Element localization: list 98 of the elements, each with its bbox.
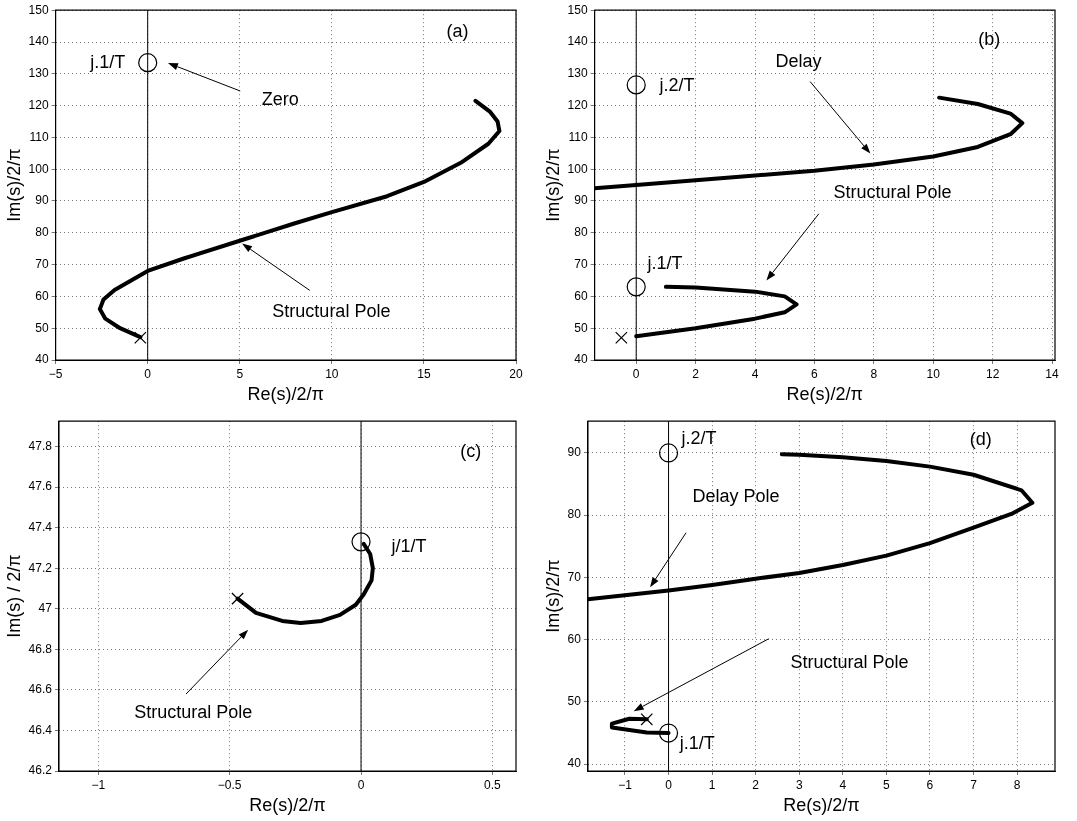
y-tick-label: 60 xyxy=(35,288,49,303)
x-tick-label: −0.5 xyxy=(217,777,242,792)
x-axis-title: Re(s)/2/π xyxy=(783,795,860,816)
y-tick-label: 150 xyxy=(567,2,588,17)
y-tick-label: 70 xyxy=(35,256,49,271)
x-tick-label: 8 xyxy=(870,366,878,381)
y-tick-label: 47.6 xyxy=(28,479,53,494)
x-tick-label: 15 xyxy=(417,366,431,381)
annotation: j.1/T xyxy=(678,733,715,754)
y-tick-label: 70 xyxy=(574,256,588,271)
y-tick-label: 40 xyxy=(574,352,588,367)
y-tick-label: 60 xyxy=(574,288,588,303)
y-axis-title: Im(s)/2/π xyxy=(542,559,563,633)
annotation: j.2/T xyxy=(658,75,695,96)
y-tick-label: 100 xyxy=(28,161,49,176)
y-tick-label: 50 xyxy=(567,694,582,709)
x-tick-label: 10 xyxy=(926,366,941,381)
y-axis-title: Im(s)/2/π xyxy=(3,148,24,222)
y-tick-label: 46.2 xyxy=(28,763,53,778)
annotation: Delay Pole xyxy=(692,485,780,506)
y-tick-label: 47 xyxy=(38,601,53,616)
annotation: Structural Pole xyxy=(833,182,952,203)
x-axis-title: Re(s)/2/π xyxy=(247,384,325,405)
y-tick-label: 80 xyxy=(35,225,49,240)
y-tick-label: 50 xyxy=(35,320,49,335)
y-tick-label: 46.6 xyxy=(28,682,53,697)
point xyxy=(658,723,679,743)
annotation: Structural Pole xyxy=(272,301,391,322)
y-tick-label: 100 xyxy=(567,161,588,176)
x-tick-label: 6 xyxy=(811,366,819,381)
annotation: (c) xyxy=(460,440,482,461)
y-tick-label: 110 xyxy=(29,129,49,144)
y-tick-label: 120 xyxy=(567,97,588,112)
annotation: (b) xyxy=(978,29,1001,50)
y-tick-label: 150 xyxy=(28,2,49,17)
y-tick-label: 46.4 xyxy=(28,722,53,737)
x-tick-label: 5 xyxy=(883,777,891,792)
point xyxy=(658,443,679,463)
x-tick-label: 0 xyxy=(665,777,673,792)
x-tick-label: −1 xyxy=(618,777,633,792)
annotation: Zero xyxy=(261,88,299,109)
annotation: (a) xyxy=(446,21,469,42)
x-tick-label: 3 xyxy=(795,777,803,792)
annotation: j/1/T xyxy=(390,535,427,556)
point xyxy=(626,75,646,95)
x-tick-label: −5 xyxy=(48,366,63,381)
x-tick-label: 0 xyxy=(144,366,152,381)
y-tick-label: 90 xyxy=(35,193,49,208)
point xyxy=(640,713,654,726)
annotation: j.1/T xyxy=(89,51,126,72)
x-tick-label: 0.5 xyxy=(484,777,502,792)
annotation: (d) xyxy=(969,429,992,450)
x-axis-title: Re(s)/2/π xyxy=(786,384,864,405)
y-tick-label: 46.8 xyxy=(28,641,53,656)
y-tick-label: 70 xyxy=(567,569,582,584)
annotation: j.1/T xyxy=(646,252,683,273)
x-tick-label: 2 xyxy=(692,366,700,381)
annotation: Structural Pole xyxy=(790,651,909,672)
y-tick-label: 80 xyxy=(567,507,582,522)
y-tick-label: 120 xyxy=(28,97,49,112)
y-tick-label: 130 xyxy=(567,66,588,81)
y-tick-label: 130 xyxy=(28,66,49,81)
x-tick-label: 4 xyxy=(839,777,847,792)
x-tick-label: 7 xyxy=(970,777,978,792)
y-tick-label: 60 xyxy=(567,631,582,646)
x-tick-label: −1 xyxy=(91,777,106,792)
point xyxy=(615,331,628,344)
annotation: Structural Pole xyxy=(134,702,253,723)
y-tick-label: 40 xyxy=(35,352,49,367)
annotation: Delay xyxy=(775,50,822,71)
y-tick-label: 47.4 xyxy=(28,519,53,534)
y-tick-label: 90 xyxy=(574,193,588,208)
y-axis-title: Im(s)/2/π xyxy=(542,148,563,222)
y-tick-label: 90 xyxy=(567,445,582,460)
x-tick-label: 2 xyxy=(752,777,760,792)
y-tick-label: 47.2 xyxy=(28,560,53,575)
y-tick-label: 50 xyxy=(574,320,588,335)
y-tick-label: 80 xyxy=(574,225,588,240)
y-tick-label: 140 xyxy=(567,34,588,49)
x-tick-label: 8 xyxy=(1013,777,1021,792)
x-tick-label: 10 xyxy=(325,366,339,381)
x-tick-label: 0 xyxy=(357,777,365,792)
x-tick-label: 20 xyxy=(509,366,523,381)
x-tick-label: 0 xyxy=(632,366,640,381)
y-tick-label: 40 xyxy=(567,756,582,771)
y-tick-label: 140 xyxy=(28,34,49,49)
y-axis-title: Im(s) / 2/π xyxy=(3,554,24,638)
x-tick-label: 1 xyxy=(708,777,716,792)
x-tick-label: 6 xyxy=(926,777,934,792)
annotation: j.2/T xyxy=(680,427,717,448)
x-tick-label: 4 xyxy=(751,366,759,381)
x-tick-label: 14 xyxy=(1045,366,1060,381)
y-tick-label: 47.8 xyxy=(28,438,53,453)
x-tick-label: 5 xyxy=(236,366,244,381)
x-axis-title: Re(s)/2/π xyxy=(249,795,326,816)
x-tick-label: 12 xyxy=(985,366,1000,381)
y-tick-label: 110 xyxy=(568,129,588,144)
point xyxy=(626,277,646,297)
